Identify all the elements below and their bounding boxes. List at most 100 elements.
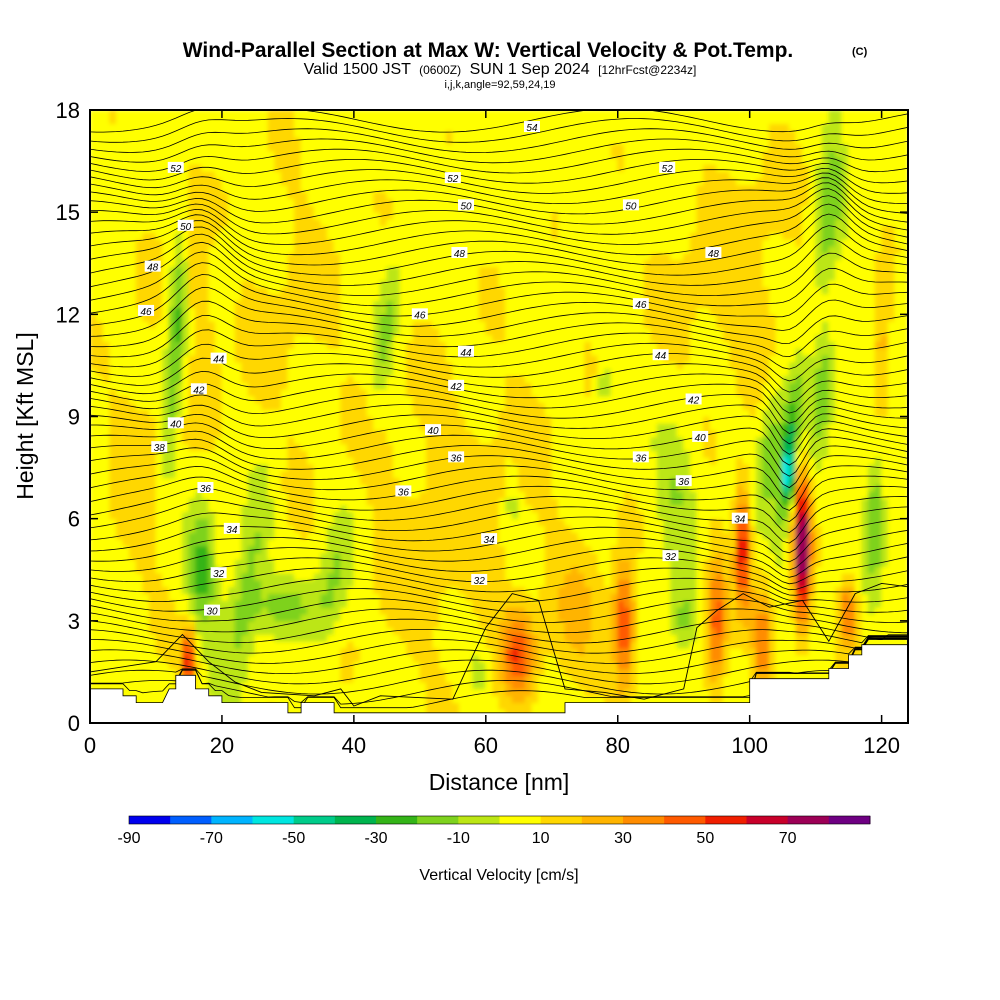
field-cell: [228, 456, 236, 465]
field-cell: [419, 402, 427, 411]
field-cell: [96, 388, 104, 397]
field-cell: [320, 647, 328, 656]
field-cell: [313, 559, 322, 567]
field-cell: [148, 477, 157, 486]
field-cell: [333, 313, 342, 322]
field-cell: [393, 170, 401, 179]
field-cell: [115, 647, 124, 656]
field-cell: [412, 661, 421, 669]
field-cell: [294, 497, 302, 506]
field-cell: [201, 293, 210, 302]
field-cell: [300, 579, 309, 588]
field-cell: [399, 123, 408, 131]
field-cell: [115, 450, 124, 458]
field-cell: [294, 702, 302, 710]
field-cell: [432, 293, 441, 302]
field-cell: [294, 450, 302, 458]
field-cell: [373, 184, 381, 193]
field-cell: [373, 164, 381, 172]
field-cell: [373, 504, 381, 513]
field-cell: [426, 225, 434, 233]
field-cell: [228, 661, 236, 669]
field-cell: [267, 497, 276, 506]
field-cell: [432, 361, 441, 370]
field-cell: [188, 170, 196, 179]
field-cell: [254, 245, 262, 254]
field-cell: [162, 627, 170, 635]
field-cell: [386, 300, 394, 308]
field-cell: [313, 443, 322, 451]
field-cell: [122, 307, 130, 315]
field-cell: [340, 681, 348, 690]
field-cell: [419, 300, 427, 308]
field-cell: [280, 436, 289, 445]
field-cell: [241, 647, 249, 656]
field-cell: [241, 586, 249, 594]
field-cell: [300, 661, 309, 669]
field-cell: [360, 361, 368, 370]
field-cell: [155, 647, 163, 656]
field-cell: [142, 204, 150, 213]
field-cell: [320, 640, 328, 649]
field-cell: [241, 164, 249, 172]
field-cell: [307, 634, 315, 642]
field-cell: [360, 450, 368, 458]
field-cell: [333, 484, 342, 492]
field-cell: [201, 334, 210, 342]
field-cell: [320, 579, 328, 588]
field-cell: [175, 463, 183, 472]
field-cell: [274, 552, 282, 560]
field-cell: [208, 375, 216, 383]
field-cell: [129, 225, 137, 233]
field-cell: [201, 361, 210, 370]
field-cell: [168, 143, 177, 152]
field-cell: [96, 177, 104, 186]
field-cell: [412, 191, 421, 199]
field-cell: [254, 259, 262, 268]
field-cell: [254, 239, 262, 247]
field-cell: [353, 443, 361, 451]
field-cell: [419, 204, 427, 213]
field-cell: [168, 429, 177, 438]
field-cell: [267, 361, 276, 370]
field-cell: [115, 286, 124, 295]
field-cell: [307, 565, 315, 574]
field-cell: [274, 559, 282, 567]
field-cell: [155, 116, 163, 125]
field-cell: [90, 286, 97, 295]
field-cell: [148, 320, 157, 329]
field-cell: [399, 606, 408, 615]
field-cell: [188, 491, 196, 499]
field-cell: [393, 300, 401, 308]
field-cell: [102, 634, 111, 642]
field-cell: [122, 252, 130, 261]
field-cell: [122, 313, 130, 322]
field-cell: [267, 225, 276, 233]
field-cell: [393, 681, 401, 690]
field-cell: [162, 211, 170, 220]
field-cell: [214, 552, 223, 560]
field-cell: [188, 518, 196, 526]
field-cell: [366, 116, 375, 125]
field-cell: [162, 477, 170, 486]
field-cell: [102, 552, 111, 560]
field-cell: [261, 286, 269, 295]
field-cell: [333, 110, 342, 118]
field-cell: [313, 239, 322, 247]
field-cell: [234, 143, 243, 152]
field-cell: [307, 470, 315, 479]
field-cell: [327, 402, 335, 411]
field-cell: [122, 293, 130, 302]
field-cell: [346, 402, 355, 411]
field-cell: [102, 497, 111, 506]
field-cell: [168, 674, 177, 683]
field-cell: [419, 470, 427, 479]
field-cell: [175, 143, 183, 152]
field-cell: [214, 613, 223, 622]
field-cell: [129, 116, 137, 125]
field-cell: [327, 191, 335, 199]
field-cell: [346, 164, 355, 172]
field-cell: [287, 402, 295, 411]
field-cell: [294, 688, 302, 697]
field-cell: [254, 286, 262, 295]
